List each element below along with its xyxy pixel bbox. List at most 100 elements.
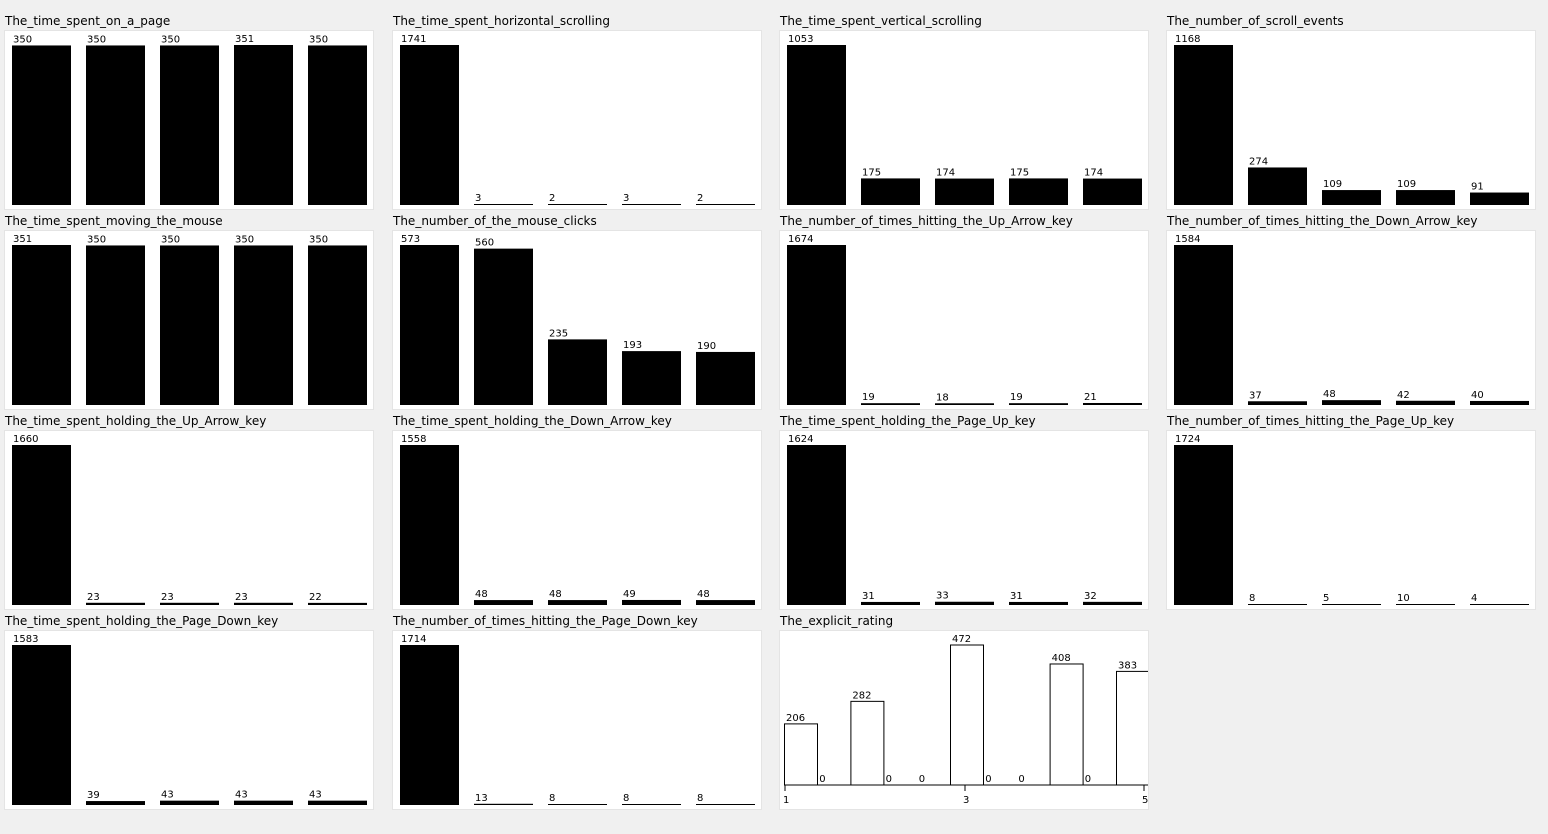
bar [308, 602, 367, 605]
bar-value-label: 350 [87, 34, 106, 45]
bar-value-label: 37 [1249, 390, 1262, 401]
chart-panel: 1714 13 8 8 8 The_number_of_times_hitting_the… [388, 614, 762, 810]
chart-panel: 1724 8 5 10 4 The_number_of_times_hitting_the… [1162, 414, 1536, 610]
bar-value-label: 0 [819, 774, 825, 785]
bar [861, 178, 920, 205]
bar-value-label: 350 [161, 234, 180, 245]
plot-area: 1674 19 18 19 21 [779, 230, 1149, 410]
bar-value-label: 3 [475, 193, 481, 204]
plot-area: 1584 37 48 42 40 [1166, 230, 1536, 410]
chart-title: The_time_spent_holding_the_Page_Down_key [5, 614, 281, 628]
chart-title: The_time_spent_holding_the_Page_Up_key [780, 414, 1038, 428]
bar [622, 804, 681, 805]
chart-title: The_number_of_scroll_events [1167, 14, 1346, 28]
chart-title: The_time_spent_holding_the_Up_Arrow_key [5, 414, 269, 428]
bar [234, 602, 293, 605]
bar-value-label: 33 [936, 591, 949, 602]
chart-panel: 1053 175 174 175 174 The_time_spent_vertical_… [775, 14, 1149, 210]
chart-title: The_number_of_times_hitting_the_Page_Dow… [393, 614, 700, 628]
bar-value-label: 19 [1010, 392, 1023, 403]
chart-panel: 573 560 235 193 190 The_number_of_the_mouse_c… [388, 214, 762, 410]
bar [861, 403, 920, 405]
bar-value-label: 0 [919, 774, 925, 785]
bar [160, 602, 219, 605]
bar-value-label: 206 [786, 713, 805, 724]
bar-value-label: 350 [161, 34, 180, 45]
bar [160, 800, 219, 805]
bar [12, 645, 71, 805]
bar [86, 45, 145, 205]
x-tick-label: 3 [963, 795, 969, 806]
bar [12, 45, 71, 205]
chart-svg: 573 560 235 193 190 [400, 234, 755, 405]
bar [548, 204, 607, 205]
bar-value-label: 0 [1018, 774, 1024, 785]
bar-value-label: 235 [549, 328, 568, 339]
chart-panel: 1168 274 109 109 91 The_number_of_scroll_even… [1162, 14, 1536, 210]
bar-value-label: 350 [87, 234, 106, 245]
bar-value-label: 109 [1397, 179, 1416, 190]
chart-svg: 1714 13 8 8 8 [400, 634, 755, 805]
bar-value-label: 175 [1010, 167, 1029, 178]
bar-value-label: 2 [697, 193, 703, 204]
bar [935, 601, 994, 605]
chart-svg: 1674 19 18 19 21 [787, 234, 1142, 405]
plot-area: 351 350 350 350 350 [4, 230, 374, 410]
bar [1174, 245, 1233, 405]
bar [787, 445, 846, 605]
bar-value-label: 8 [1249, 593, 1255, 604]
bar [1083, 402, 1142, 405]
bar-value-label: 8 [623, 793, 629, 804]
bar-value-label: 1741 [401, 34, 426, 45]
plot-area: 206 0 282 0 0 472 0 0 408 0 383 1 3 5 [779, 630, 1149, 810]
bar-value-label: 573 [401, 234, 420, 245]
bar-value-label: 21 [1084, 392, 1097, 403]
chart-panel: 350 350 350 351 350 The_time_spent_on_a_page [0, 14, 374, 210]
bar [1248, 604, 1307, 605]
bar-value-label: 39 [87, 790, 100, 801]
plot-area: 1168 274 109 109 91 [1166, 30, 1536, 210]
bar [1083, 601, 1142, 605]
plot-area: 1714 13 8 8 8 [392, 630, 762, 810]
bar [1174, 445, 1233, 605]
histogram-bar [1116, 670, 1148, 786]
bar-value-label: 350 [309, 34, 328, 45]
bar-value-label: 472 [952, 634, 971, 645]
histogram-bar [784, 723, 818, 786]
bar [1174, 45, 1233, 205]
bar [400, 45, 459, 205]
bar [622, 351, 681, 405]
bar [86, 602, 145, 605]
bar [400, 245, 459, 405]
bar-value-label: 49 [623, 589, 636, 600]
bar [474, 248, 533, 405]
histogram-bar [950, 644, 984, 786]
bar-value-label: 2 [549, 193, 555, 204]
bar-value-label: 1674 [788, 234, 813, 245]
chart-title: The_number_of_times_hitting_the_Up_Arrow… [780, 214, 1075, 228]
chart-svg: 1741 3 2 3 2 [400, 34, 755, 205]
bar [234, 245, 293, 405]
bar-value-label: 31 [862, 591, 875, 602]
bar-value-label: 43 [235, 790, 248, 801]
chart-panel: 1584 37 48 42 40 The_number_of_times_hitting_… [1162, 214, 1536, 410]
bar [548, 339, 607, 405]
bar-value-label: 43 [161, 790, 174, 801]
bar-value-label: 48 [1323, 389, 1336, 400]
bar [1248, 401, 1307, 405]
bar-value-label: 350 [309, 234, 328, 245]
bar-value-label: 1624 [788, 434, 813, 445]
chart-panel: 1660 23 23 23 22 The_time_spent_holding_the_U… [0, 414, 374, 610]
bar [1470, 604, 1529, 605]
bar [86, 801, 145, 805]
bar [474, 600, 533, 605]
chart-panel: 1674 19 18 19 21 The_number_of_times_hitting_… [775, 214, 1149, 410]
bar-value-label: 4 [1471, 593, 1477, 604]
bar [1396, 190, 1455, 205]
chart-title: The_number_of_times_hitting_the_Down_Arr… [1167, 214, 1480, 228]
bar [1248, 167, 1307, 205]
bar [160, 45, 219, 205]
bar-value-label: 23 [161, 592, 174, 603]
chart-svg: 1724 8 5 10 4 [1174, 434, 1529, 605]
